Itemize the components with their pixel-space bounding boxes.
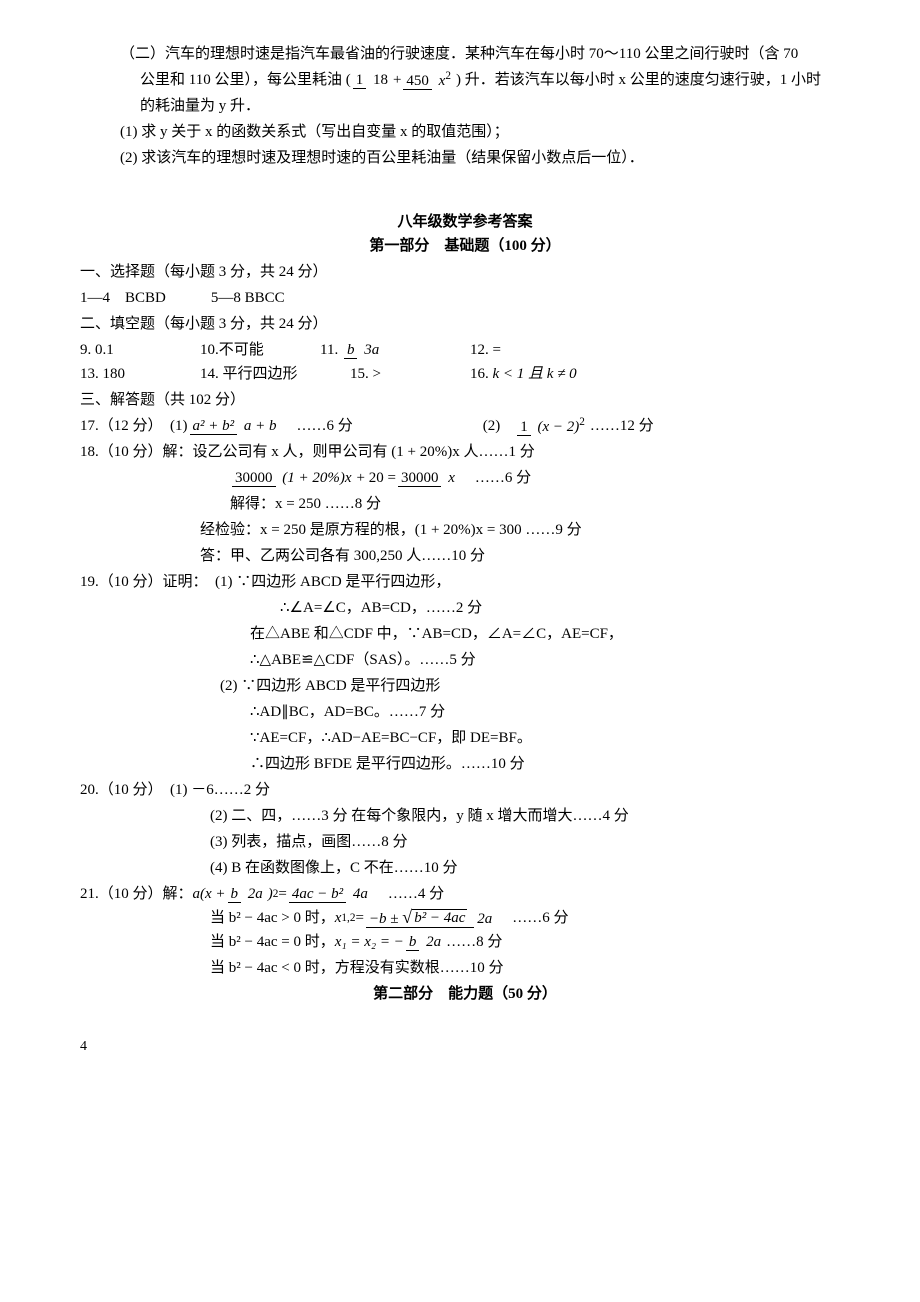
q19-b2: ∵AE=CF，∴AD−AE=BC−CF，即 DE=BF。: [80, 726, 850, 750]
q21-case3: 当 b² − 4ac < 0 时，方程没有实数根……10 分: [80, 956, 850, 980]
sec3-heading: 三、解答题（共 102 分）: [80, 388, 850, 412]
problem2-line2-right: ) 升．若该汽车以每小时 x 公里的速度匀速行驶，1 小时: [456, 68, 821, 92]
problem2-line3: 的耗油量为 y 升．: [80, 94, 850, 118]
problem2-line1: （二）汽车的理想时速是指汽车最省油的行驶速度．某种汽车在每小时 70～110 公…: [80, 42, 850, 66]
sec1-answers: 1—4 BCBD 5—8 BBCC: [80, 286, 850, 310]
q21-case1: 当 b² − 4ac > 0 时， x1,2 = −b ± √b² − 4ac …: [80, 906, 850, 930]
q18-eq: 30000 (1 + 20%)x + 20 = 30000 x ……6 分: [80, 466, 850, 490]
sqrt-icon: √b² − 4ac: [402, 908, 467, 928]
problem2-q1: (1) 求 y 关于 x 的函数关系式（写出自变量 x 的取值范围）；: [80, 120, 850, 144]
page-number: 4: [80, 1036, 850, 1058]
q20-2: (2) 二、四，……3 分 在每个象限内，y 随 x 增大而增大……4 分: [80, 804, 850, 828]
ans-11: 11. b 3a: [320, 338, 470, 362]
sec2-row2: 13. 180 14. 平行四边形 15. > 16. k < 1 且 k ≠ …: [80, 362, 850, 386]
q18-ans: 答：甲、乙两公司各有 300,250 人……10 分: [80, 544, 850, 568]
q18-label: 18.（10 分）解：设乙公司有 x 人，则甲公司有 (1 + 20%)x 人……: [80, 440, 850, 464]
ans-13: 13. 180: [80, 362, 200, 386]
ans-10: 10.不可能: [200, 338, 320, 362]
q18-sol: 解得：x = 250 ……8 分: [80, 492, 850, 516]
problem2-q2: (2) 求该汽车的理想时速及理想时速的百公里耗油量（结果保留小数点后一位）．: [80, 146, 850, 170]
plus: +: [393, 68, 401, 92]
problem2-line2: 公里和 110 公里），每公里耗油 ( 1 18 + 450 x2 ) 升．若该…: [80, 68, 850, 92]
ans-9: 9. 0.1: [80, 338, 200, 362]
answers-title-a: 八年级数学参考答案: [80, 210, 850, 234]
q21-eq: 21.（10 分）解： a(x + b 2a )2 = 4ac − b² 4a …: [80, 882, 850, 906]
ans-14: 14. 平行四边形: [200, 362, 350, 386]
q19-a2: 在△ABE 和△CDF 中，∵AB=CD，∠A=∠C，AE=CF，: [80, 622, 850, 646]
q19-a3: ∴△ABE≌△CDF（SAS）。……5 分: [80, 648, 850, 672]
frac-450-x2: 450 x2: [403, 70, 454, 90]
q19-b3: ∴四边形 BFDE 是平行四边形。……10 分: [80, 752, 850, 776]
q19-b1: ∴AD∥BC，AD=BC。……7 分: [80, 700, 850, 724]
q21-case2: 当 b² − 4ac = 0 时， x₁ = x₂ = − b 2a ……8 分: [80, 930, 850, 954]
ans-15: 15. >: [350, 362, 470, 386]
q19-a1: ∴∠A=∠C，AB=CD，……2 分: [80, 596, 850, 620]
ans-16: 16. k < 1 且 k ≠ 0: [470, 362, 577, 386]
frac-1-18: 1 18: [353, 72, 391, 89]
q20-3: (3) 列表，描点，画图……8 分: [80, 830, 850, 854]
q20-4: (4) B 在函数图像上，C 不在……10 分: [80, 856, 850, 880]
problem2-line2-left: 公里和 110 公里），每公里耗油 (: [140, 68, 351, 92]
q17: 17.（12 分） (1) a² + b² a + b ……6 分 (2) 1 …: [80, 414, 850, 438]
sec1-heading: 一、选择题（每小题 3 分，共 24 分）: [80, 260, 850, 284]
q20-label: 20.（10 分） (1) －6……2 分: [80, 778, 850, 802]
part2-title: 第二部分 能力题（50 分）: [80, 982, 850, 1006]
sec2-heading: 二、填空题（每小题 3 分，共 24 分）: [80, 312, 850, 336]
sec2-row1: 9. 0.1 10.不可能 11. b 3a 12. =: [80, 338, 850, 362]
answers-title-b: 第一部分 基础题（100 分）: [80, 234, 850, 258]
q18-check: 经检验：x = 250 是原方程的根，(1 + 20%)x = 300 ……9 …: [80, 518, 850, 542]
ans-12: 12. =: [470, 338, 570, 362]
q19-label: 19.（10 分）证明： (1) ∵四边形 ABCD 是平行四边形，: [80, 570, 850, 594]
q19-b0: (2) ∵四边形 ABCD 是平行四边形: [80, 674, 850, 698]
